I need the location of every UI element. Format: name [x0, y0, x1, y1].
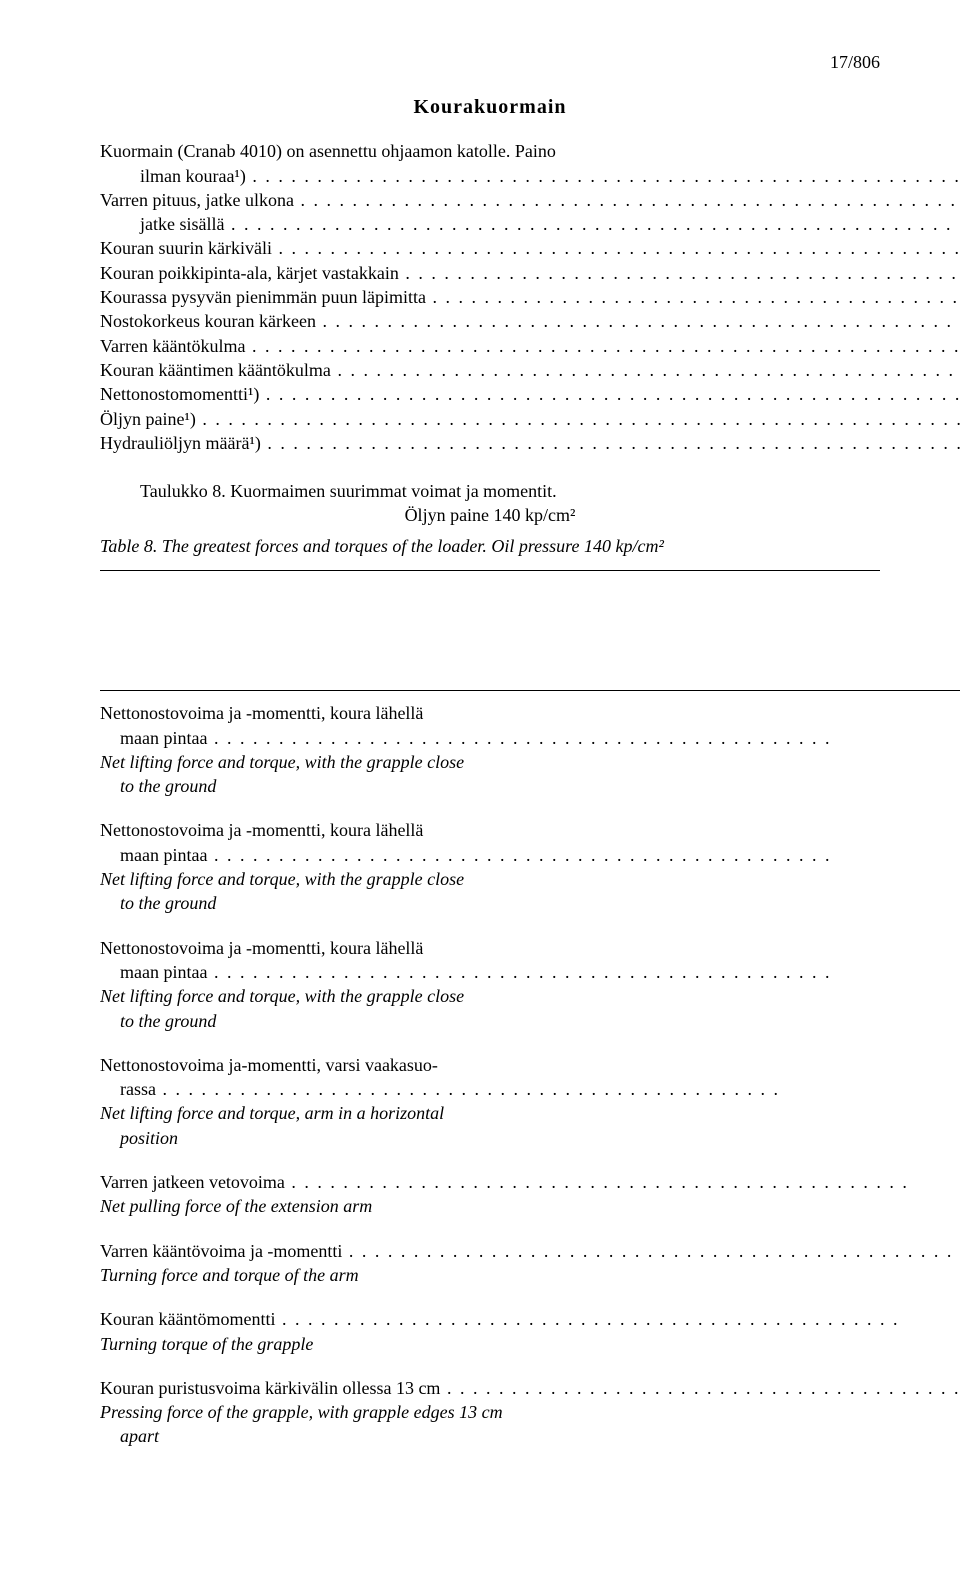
- row-label-cell: Nettonostovoima ja -momentti, koura lähe…: [100, 808, 960, 925]
- row-label-cell: Nettonostovoima ja-momentti, varsi vaaka…: [100, 1043, 960, 1160]
- caption-line1: Taulukko 8. Kuormaimen suurimmat voimat …: [140, 479, 880, 503]
- table-row: Varren kääntövoima ja -momenttiTurning f…: [100, 1229, 960, 1298]
- table-row: Nettonostovoima ja-momentti, varsi vaaka…: [100, 1043, 960, 1160]
- spec-label: Kouran suurin kärkiväli: [100, 236, 960, 260]
- spec-row: Kouran poikkipinta-ala, kärjet vastakkai…: [100, 261, 960, 285]
- spec-label: Varren pituus, jatke ulkona: [100, 188, 960, 212]
- spec-row: Varren pituus, jatke ulkona532cm: [100, 188, 960, 212]
- table-row: Kouran kääntömomenttiTurning torque of t…: [100, 1297, 960, 1366]
- spec-label: Kouran kääntimen kääntökulma: [100, 358, 960, 382]
- table-row: Kouran puristusvoima kärkivälin ollessa …: [100, 1366, 960, 1459]
- spec-label: Öljyn paine¹): [100, 407, 960, 431]
- table-subcaption: Table 8. The greatest forces and torques…: [100, 534, 880, 558]
- data-table: Varren pituus Length of arm m Voima Forc…: [100, 577, 960, 1459]
- intro-line: Kuormain (Cranab 4010) on asennettu ohja…: [100, 139, 880, 163]
- row-label-cell: Varren jatkeen vetovoimaNet pulling forc…: [100, 1160, 960, 1229]
- table-row: Varren jatkeen vetovoimaNet pulling forc…: [100, 1160, 960, 1229]
- spec-label: Kourassa pysyvän pienimmän puun läpimitt…: [100, 285, 960, 309]
- row-label-cell: Nettonostovoima ja -momentti, koura lähe…: [100, 926, 960, 1043]
- spec-label: Nostokorkeus kouran kärkeen: [100, 309, 960, 333]
- caption-line2: Öljyn paine 140 kp/cm²: [100, 503, 880, 527]
- row-label-cell: Kouran puristusvoima kärkivälin ollessa …: [100, 1366, 960, 1459]
- table-row: Nettonostovoima ja -momentti, koura lähe…: [100, 691, 960, 808]
- row-label-cell: Kouran kääntömomenttiTurning torque of t…: [100, 1297, 960, 1366]
- spec-label: Hydrauliöljyn määrä¹): [100, 431, 960, 455]
- spec-label: Nettonostomomentti¹): [100, 382, 960, 406]
- spec-row: Kouran suurin kärkiväli155„: [100, 236, 960, 260]
- section-title: Kourakuormain: [100, 94, 880, 121]
- row-label-cell: Nettonostovoima ja -momentti, koura lähe…: [100, 691, 960, 808]
- spec-row: Kouran kääntimen kääntökulma280°: [100, 358, 960, 382]
- spec-list: ilman kouraa¹)675kgVarren pituus, jatke …: [100, 164, 960, 456]
- spec-row: ilman kouraa¹)675kg: [100, 164, 960, 188]
- table-row: Nettonostovoima ja -momentti, koura lähe…: [100, 808, 960, 925]
- table-caption: Taulukko 8. Kuormaimen suurimmat voimat …: [100, 479, 880, 528]
- spec-row: Kourassa pysyvän pienimmän puun läpimitt…: [100, 285, 960, 309]
- table-row: Nettonostovoima ja -momentti, koura lähe…: [100, 926, 960, 1043]
- spec-label: jatke sisällä: [100, 212, 960, 236]
- spec-row: Hydrauliöljyn määrä¹)120l: [100, 431, 960, 455]
- spec-label: Varren kääntökulma: [100, 334, 960, 358]
- row-label-cell: Varren kääntövoima ja -momenttiTurning f…: [100, 1229, 960, 1298]
- spec-row: Varren kääntökulma380°: [100, 334, 960, 358]
- spec-row: Öljyn paine¹)140kp/cm²: [100, 407, 960, 431]
- spec-label: ilman kouraa¹): [100, 164, 960, 188]
- spec-label: Kouran poikkipinta-ala, kärjet vastakkai…: [100, 261, 960, 285]
- page-number: 17/806: [100, 50, 880, 74]
- spec-row: Nettonostomomentti¹)4 000kpm: [100, 382, 960, 406]
- spec-row: Nostokorkeus kouran kärkeen695„: [100, 309, 960, 333]
- table-top-rule: [100, 570, 880, 571]
- header-empty: [100, 577, 960, 690]
- spec-row: jatke sisällä457„: [100, 212, 960, 236]
